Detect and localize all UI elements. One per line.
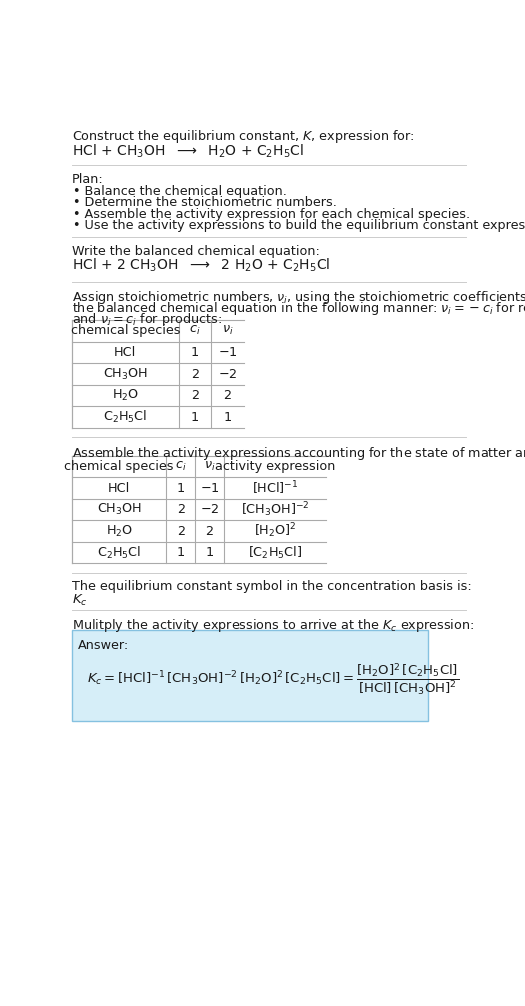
Text: [CH$_3$OH]$^{-2}$: [CH$_3$OH]$^{-2}$ xyxy=(240,500,309,519)
Text: HCl: HCl xyxy=(108,482,130,495)
Text: H$_2$O: H$_2$O xyxy=(112,388,139,403)
FancyBboxPatch shape xyxy=(72,630,428,720)
Text: $-1$: $-1$ xyxy=(218,346,237,359)
Text: HCl: HCl xyxy=(114,346,136,359)
Text: $-2$: $-2$ xyxy=(200,503,219,516)
Text: $-2$: $-2$ xyxy=(218,367,237,380)
Text: chemical species: chemical species xyxy=(70,324,180,337)
Text: 2: 2 xyxy=(191,367,199,380)
Text: 1: 1 xyxy=(176,546,185,559)
Text: C$_2$H$_5$Cl: C$_2$H$_5$Cl xyxy=(103,409,148,426)
Text: • Determine the stoichiometric numbers.: • Determine the stoichiometric numbers. xyxy=(74,196,337,209)
Text: chemical species: chemical species xyxy=(65,460,174,473)
Text: HCl + CH$_3$OH  $\longrightarrow$  H$_2$O + C$_2$H$_5$Cl: HCl + CH$_3$OH $\longrightarrow$ H$_2$O … xyxy=(72,142,304,160)
Text: HCl + 2 CH$_3$OH  $\longrightarrow$  2 H$_2$O + C$_2$H$_5$Cl: HCl + 2 CH$_3$OH $\longrightarrow$ 2 H$_… xyxy=(72,257,330,275)
Text: 1: 1 xyxy=(176,482,185,495)
Text: CH$_3$OH: CH$_3$OH xyxy=(103,366,148,381)
Text: [HCl]$^{-1}$: [HCl]$^{-1}$ xyxy=(252,479,298,497)
Text: the balanced chemical equation in the following manner: $\nu_i = -c_i$ for react: the balanced chemical equation in the fo… xyxy=(72,300,525,317)
Text: 1: 1 xyxy=(224,410,232,424)
Text: Construct the equilibrium constant, $K$, expression for:: Construct the equilibrium constant, $K$,… xyxy=(72,129,414,146)
Text: [C$_2$H$_5$Cl]: [C$_2$H$_5$Cl] xyxy=(248,544,302,560)
Text: C$_2$H$_5$Cl: C$_2$H$_5$Cl xyxy=(97,544,141,560)
Text: H$_2$O: H$_2$O xyxy=(106,523,133,538)
Text: Assemble the activity expressions accounting for the state of matter and $\nu_i$: Assemble the activity expressions accoun… xyxy=(72,445,525,462)
Text: CH$_3$OH: CH$_3$OH xyxy=(97,502,142,517)
Text: $K_c = \mathrm{[HCl]^{-1}\,[CH_3OH]^{-2}\,[H_2O]^{2}\,[C_2H_5Cl]}$$ = \dfrac{\ma: $K_c = \mathrm{[HCl]^{-1}\,[CH_3OH]^{-2}… xyxy=(87,662,459,698)
Text: Answer:: Answer: xyxy=(78,639,129,652)
Text: Write the balanced chemical equation:: Write the balanced chemical equation: xyxy=(72,244,320,258)
Text: $\nu_i$: $\nu_i$ xyxy=(204,460,215,473)
Text: 2: 2 xyxy=(177,503,185,516)
Text: $-1$: $-1$ xyxy=(200,482,219,495)
Text: $c_i$: $c_i$ xyxy=(175,460,186,473)
Text: 2: 2 xyxy=(177,525,185,537)
Text: 2: 2 xyxy=(224,389,232,402)
Text: and $\nu_i = c_i$ for products:: and $\nu_i = c_i$ for products: xyxy=(72,311,222,328)
Text: $\nu_i$: $\nu_i$ xyxy=(222,324,234,337)
Text: [H$_2$O]$^2$: [H$_2$O]$^2$ xyxy=(254,522,296,540)
Text: The equilibrium constant symbol in the concentration basis is:: The equilibrium constant symbol in the c… xyxy=(72,580,471,594)
Text: Assign stoichiometric numbers, $\nu_i$, using the stoichiometric coefficients, $: Assign stoichiometric numbers, $\nu_i$, … xyxy=(72,290,525,307)
Text: • Use the activity expressions to build the equilibrium constant expression.: • Use the activity expressions to build … xyxy=(74,219,525,232)
Text: • Balance the chemical equation.: • Balance the chemical equation. xyxy=(74,185,287,197)
Text: Plan:: Plan: xyxy=(72,173,103,186)
Text: 2: 2 xyxy=(205,525,213,537)
Text: $c_i$: $c_i$ xyxy=(190,324,201,337)
Text: Mulitply the activity expressions to arrive at the $K_c$ expression:: Mulitply the activity expressions to arr… xyxy=(72,618,474,635)
Text: 1: 1 xyxy=(191,346,199,359)
Text: 2: 2 xyxy=(191,389,199,402)
Text: 1: 1 xyxy=(205,546,214,559)
Text: 1: 1 xyxy=(191,410,199,424)
Text: $K_c$: $K_c$ xyxy=(72,593,88,608)
Text: • Assemble the activity expression for each chemical species.: • Assemble the activity expression for e… xyxy=(74,207,470,220)
Text: activity expression: activity expression xyxy=(215,460,335,473)
